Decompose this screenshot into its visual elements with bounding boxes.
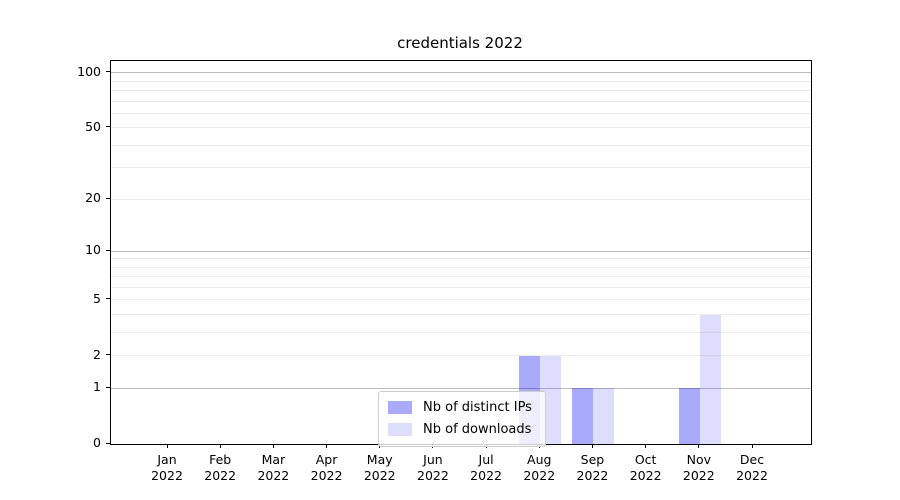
y-tick-label: 5 xyxy=(93,290,101,306)
x-tick-month: Feb xyxy=(209,452,232,467)
bar-distinct-ips xyxy=(678,388,700,444)
gridline-minor xyxy=(111,112,811,114)
x-tick-mark xyxy=(326,444,328,448)
x-tick-year: 2022 xyxy=(682,467,715,483)
x-tick-label: Mar 2022 xyxy=(241,452,305,483)
x-tick-month: Apr xyxy=(315,452,338,467)
legend-item-distinct-ips: Nb of distinct IPs xyxy=(388,398,536,417)
gridline-minor xyxy=(111,332,811,333)
y-tick-mark xyxy=(106,71,110,73)
y-tick-mark xyxy=(106,442,110,444)
gridline-minor xyxy=(111,167,811,169)
x-tick-mark xyxy=(591,444,593,448)
gridline-minor xyxy=(111,198,811,200)
gridline-minor xyxy=(111,266,811,268)
x-tick-year: 2022 xyxy=(363,467,396,483)
plot-area: Nb of distinct IPs Nb of downloads xyxy=(110,60,812,447)
x-tick-year: 2022 xyxy=(629,467,662,483)
x-tick-label: Dec 2022 xyxy=(720,452,784,483)
y-tick-label: 20 xyxy=(85,190,101,206)
gridline-minor xyxy=(111,127,811,129)
gridline-minor xyxy=(111,80,811,82)
gridline-minor xyxy=(111,100,811,102)
x-tick-year: 2022 xyxy=(470,467,502,483)
x-tick-label: Jul 2022 xyxy=(454,452,518,483)
legend: Nb of distinct IPs Nb of downloads xyxy=(378,391,546,447)
distinct-ips-swatch xyxy=(388,401,412,414)
x-tick-month: Jul xyxy=(478,452,494,467)
x-tick-label: Sep 2022 xyxy=(560,452,624,483)
y-tick-mark xyxy=(106,126,110,128)
chart-title: credentials 2022 xyxy=(397,34,523,52)
bar-distinct-ips xyxy=(572,388,594,444)
x-tick-mark xyxy=(272,444,274,448)
y-tick-mark xyxy=(106,249,110,251)
legend-item-downloads: Nb of downloads xyxy=(388,420,536,439)
x-tick-label: Jan 2022 xyxy=(135,452,199,483)
y-tick-label: 100 xyxy=(77,63,101,79)
gridline-major xyxy=(111,250,811,252)
x-tick-mark xyxy=(751,444,753,448)
y-tick-label: 10 xyxy=(85,242,101,258)
x-tick-mark xyxy=(166,444,168,448)
x-tick-month: Jan xyxy=(157,452,177,467)
legend-label-downloads: Nb of downloads xyxy=(423,422,532,437)
y-tick-label: 2 xyxy=(93,346,101,362)
gridline-minor xyxy=(111,258,811,260)
x-tick-month: Oct xyxy=(634,452,657,467)
x-tick-label: Nov 2022 xyxy=(667,452,731,483)
x-tick-month: Mar xyxy=(261,452,286,467)
gridline-major xyxy=(111,72,811,74)
x-tick-label: Feb 2022 xyxy=(188,452,252,483)
x-tick-month: Sep xyxy=(580,452,605,467)
bar-downloads xyxy=(593,388,615,444)
x-tick-mark xyxy=(645,444,647,448)
x-tick-label: Apr 2022 xyxy=(295,452,359,483)
x-tick-month: Aug xyxy=(527,452,552,467)
x-tick-mark xyxy=(219,444,221,448)
y-tick-mark xyxy=(106,298,110,300)
x-tick-year: 2022 xyxy=(204,467,237,483)
x-tick-label: Jun 2022 xyxy=(401,452,465,483)
y-tick-label: 0 xyxy=(93,435,101,450)
gridline-minor xyxy=(111,314,811,316)
x-tick-label: Oct 2022 xyxy=(614,452,678,483)
x-tick-month: Nov xyxy=(686,452,712,467)
y-tick-mark xyxy=(106,354,110,356)
gridline-minor xyxy=(111,276,811,278)
gridline-minor xyxy=(111,90,811,92)
x-tick-year: 2022 xyxy=(576,467,609,483)
bar-downloads xyxy=(699,314,721,444)
gridline-minor xyxy=(111,299,811,301)
x-tick-year: 2022 xyxy=(310,467,343,483)
x-tick-year: 2022 xyxy=(257,467,290,483)
gridline-minor xyxy=(111,144,811,146)
y-tick-label: 50 xyxy=(85,118,101,134)
x-tick-label: Aug 2022 xyxy=(507,452,571,483)
gridline-minor xyxy=(111,355,811,357)
x-tick-year: 2022 xyxy=(417,467,449,483)
downloads-swatch xyxy=(388,423,412,436)
y-tick-label: 1 xyxy=(93,379,101,395)
x-tick-label: May 2022 xyxy=(348,452,412,483)
x-tick-month: May xyxy=(366,452,393,467)
legend-label-distinct-ips: Nb of distinct IPs xyxy=(423,400,532,415)
x-tick-year: 2022 xyxy=(523,467,556,483)
gridline-major xyxy=(111,387,811,389)
x-tick-year: 2022 xyxy=(151,467,183,483)
x-tick-month: Jun xyxy=(423,452,443,467)
x-tick-mark xyxy=(698,444,700,448)
x-tick-month: Dec xyxy=(739,452,765,467)
x-tick-year: 2022 xyxy=(736,467,768,483)
gridline-minor xyxy=(111,286,811,288)
y-tick-mark xyxy=(106,197,110,199)
y-tick-mark xyxy=(106,386,110,388)
